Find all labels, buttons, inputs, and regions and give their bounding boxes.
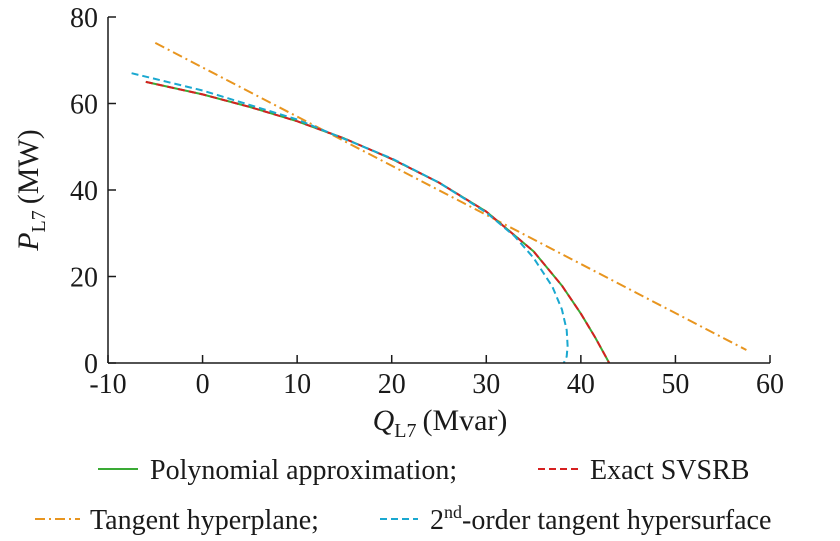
x-tick-label: 60 [756,369,784,400]
series-line-1 [145,80,611,364]
y-tick-label: 20 [70,263,98,294]
series-line-0 [145,80,611,364]
y-axis-unit: (MW) [12,129,45,204]
x-tick-label: 40 [567,369,595,400]
y-axis-ticks: 0 20 40 60 80 [70,3,116,380]
x-axis-title: QL7 (Mvar) [373,404,508,442]
legend-label-tangent-hyperplane: Tangent hyperplane; [90,505,319,536]
x-tick-label: 20 [378,369,406,400]
plot-area [131,42,747,364]
y-tick-label: 40 [70,176,98,207]
series-line-3 [131,72,569,364]
y-tick-label: 80 [70,3,98,34]
y-tick-label: 0 [84,349,98,380]
x-tick-label: 30 [472,369,500,400]
x-tick-label: 50 [661,369,689,400]
legend-label-second-order: 2nd-order tangent hypersurface [430,502,771,536]
legend-label-second-order-sup: nd [444,502,462,522]
x-axis-unit: (Mvar) [422,404,507,437]
x-tick-label: 0 [196,369,210,400]
legend-label-exact: Exact SVSRB [590,455,749,486]
legend-label-polynomial: Polynomial approximation; [150,455,457,486]
y-axis-sub: L7 [28,210,50,232]
series-line-2 [154,42,747,351]
y-axis-var: P [12,232,45,251]
legend-label-second-order-main: 2 [430,505,444,536]
legend: Polynomial approximation; Exact SVSRB Ta… [35,455,771,536]
x-axis-ticks: -10 0 10 20 30 40 50 60 [89,355,784,400]
x-axis-var: Q [373,404,395,437]
legend-label-second-order-rest: -order tangent hypersurface [462,505,771,536]
x-tick-label: -10 [89,369,126,400]
x-tick-label: 10 [283,369,311,400]
y-tick-label: 60 [70,90,98,121]
x-axis-sub: L7 [394,420,416,442]
y-axis-title: PL7 (MW) [12,129,50,252]
